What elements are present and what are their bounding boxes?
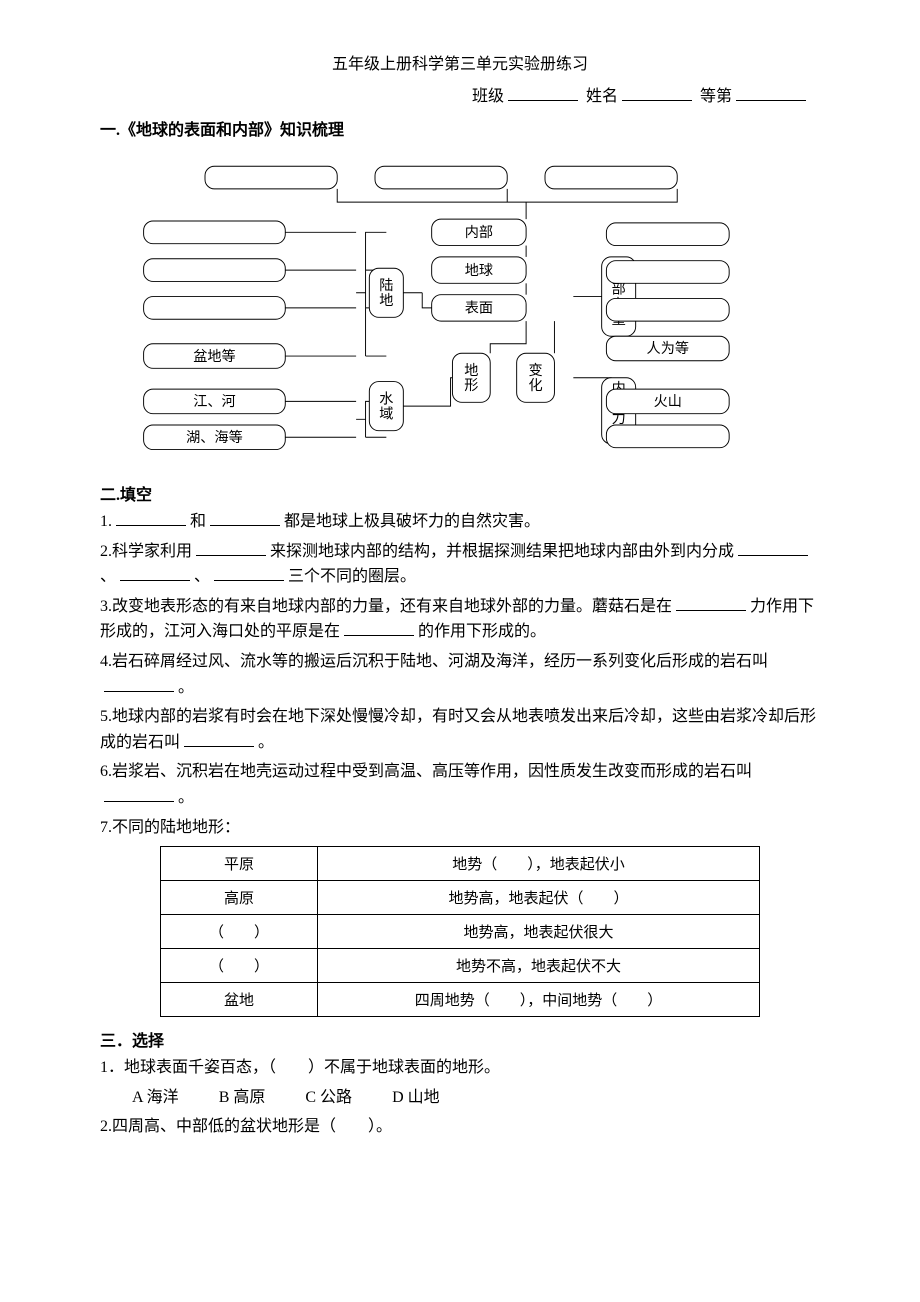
section3-title: 三．选择 [100,1027,820,1051]
q2-2: 2.科学家利用来探测地球内部的结构，并根据探测结果把地球内部由外到内分成、、三个… [100,539,820,590]
choice-b[interactable]: B 高原 [219,1085,266,1111]
q2-blank1[interactable] [196,555,266,556]
table-row: （ ）地势不高，地表起伏不大 [161,949,760,983]
q2-1: 1.和都是地球上极具破坏力的自然灾害。 [100,509,820,535]
q4-blank1[interactable] [104,691,174,692]
section1-title: 一.《地球的表面和内部》知识梳理 [100,116,820,140]
q3-1-choices: A 海洋 B 高原 C 公路 D 山地 [100,1085,820,1111]
q5-blank1[interactable] [184,746,254,747]
svg-text:江、河: 江、河 [193,394,235,410]
q2-blank4[interactable] [214,580,284,581]
name-label: 姓名 [586,88,618,105]
grade-blank[interactable] [736,100,806,101]
svg-text:盆地等: 盆地等 [193,348,235,365]
svg-text:表面: 表面 [465,301,493,317]
svg-text:形: 形 [464,378,478,394]
choice-d[interactable]: D 山地 [392,1085,440,1111]
svg-text:域: 域 [379,406,393,422]
svg-text:化: 化 [528,378,542,394]
class-blank[interactable] [508,100,578,101]
table-row: 平原地势（ ），地表起伏小 [161,847,760,881]
svg-text:陆: 陆 [379,278,393,294]
header-fields: 班级 姓名 等第 [100,82,820,106]
q2-blank3[interactable] [120,580,190,581]
q3-1: 1．地球表面千姿百态，（ ）不属于地球表面的地形。 [100,1055,820,1081]
q1-blank2[interactable] [210,525,280,526]
page-title: 五年级上册科学第三单元实验册练习 [100,50,820,74]
svg-text:变: 变 [528,363,542,379]
q2-3: 3.改变地表形态的有来自地球内部的力量，还有来自地球外部的力量。蘑菇石是在力作用… [100,594,820,645]
table-row: （ ）地势高，地表起伏很大 [161,915,760,949]
table-row: 盆地四周地势（ ），中间地势（ ） [161,983,760,1017]
q2-blank2[interactable] [738,555,808,556]
q2-4: 4.岩石碎屑经过风、流水等的搬运后沉积于陆地、河湖及海洋，经历一系列变化后形成的… [100,649,820,700]
q2-5: 5.地球内部的岩浆有时会在地下深处慢慢冷却，有时又会从地表喷发出来后冷却，这些由… [100,704,820,755]
svg-text:火山: 火山 [654,394,682,410]
table-row: 高原地势高，地表起伏（ ） [161,881,760,915]
svg-text:人为等: 人为等 [647,340,689,357]
q3-2: 2.四周高、中部低的盆状地形是（ ）。 [100,1114,820,1140]
q6-blank1[interactable] [104,801,174,802]
q3-blank2[interactable] [344,635,414,636]
svg-text:部: 部 [612,282,626,298]
svg-text:地: 地 [379,293,393,309]
knowledge-diagram: 内部地球表面陆地水域地形变化外部力量内部力量盆地等江、河湖、海等人为等火山 [100,146,820,471]
class-label: 班级 [472,88,504,105]
choice-c[interactable]: C 公路 [305,1085,352,1111]
section2-title: 二.填空 [100,481,820,505]
name-blank[interactable] [622,100,692,101]
svg-text:水: 水 [379,391,393,407]
choice-a[interactable]: A 海洋 [132,1085,179,1111]
q1-blank1[interactable] [116,525,186,526]
landform-table: 平原地势（ ），地表起伏小 高原地势高，地表起伏（ ） （ ）地势高，地表起伏很… [160,846,760,1017]
svg-text:湖、海等: 湖、海等 [186,429,243,446]
q2-6: 6.岩浆岩、沉积岩在地壳运动过程中受到高温、高压等作用，因性质发生改变而形成的岩… [100,759,820,810]
q3-blank1[interactable] [676,610,746,611]
grade-label: 等第 [700,88,732,105]
svg-text:内部: 内部 [465,225,493,241]
svg-text:地: 地 [464,363,478,379]
q2-7-label: 7.不同的陆地地形： [100,815,820,841]
svg-text:地球: 地球 [465,263,493,279]
